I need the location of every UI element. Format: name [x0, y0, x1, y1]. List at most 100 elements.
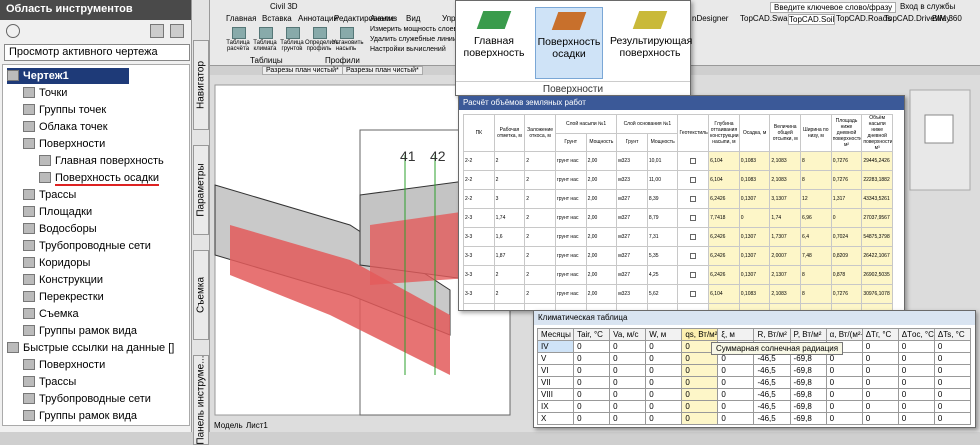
checkbox[interactable] — [690, 234, 697, 240]
table-cell: 2 — [524, 284, 556, 304]
icon[interactable] — [170, 24, 184, 38]
panel-label: Профили — [325, 56, 360, 65]
table-cell: 0,878 — [830, 265, 863, 285]
ribbon-button[interactable]: Поверхность осадки — [535, 7, 603, 79]
side-tab[interactable]: Навигатор — [193, 40, 209, 130]
table-cell: 0 — [645, 364, 683, 377]
tree-item[interactable]: Трубопроводные сети — [23, 238, 151, 254]
tree-icon — [23, 121, 35, 132]
tree-item[interactable]: Быстрые ссылки на данные [] — [7, 340, 174, 356]
table-cell: 6,2426 — [708, 189, 740, 209]
menu-tab[interactable]: Аннотации — [298, 14, 338, 23]
checkbox[interactable] — [690, 215, 697, 221]
menu-tab[interactable]: Вид — [406, 14, 421, 23]
checkbox[interactable] — [690, 253, 697, 259]
checkbox-cell — [677, 151, 710, 171]
checkbox[interactable] — [690, 291, 697, 297]
table-cell: 0 — [609, 340, 647, 353]
tree-label: Площадки — [39, 206, 93, 218]
tree-item[interactable]: Трубопроводные сети — [23, 391, 151, 407]
header-cell: qs, Вт/м² — [681, 328, 719, 341]
tree-item[interactable]: Водосборы — [23, 221, 97, 237]
table-cell: 26422,1067 — [861, 246, 893, 266]
header-cell: Мощность — [585, 132, 618, 152]
small-button[interactable]: Удалить служебные линии — [370, 36, 457, 43]
tree-item[interactable]: Чертеж1 — [7, 68, 129, 84]
table-cell: 0,1307 — [738, 189, 771, 209]
ribbon-tab[interactable]: TopCAD.Soil — [788, 14, 836, 25]
dropdown[interactable]: Просмотр активного чертежа — [4, 44, 190, 61]
signin[interactable]: Вход в службы — [900, 2, 956, 11]
tree-item[interactable]: Поверхности — [23, 357, 105, 373]
menu-tab[interactable]: Редактирование — [334, 14, 395, 23]
doc-tab[interactable]: Разрезы план чистый* — [342, 66, 423, 75]
table-cell: IX — [536, 400, 575, 413]
tree-item[interactable]: Съемка — [23, 306, 79, 322]
ribbon-tab[interactable]: TopCAD.Roads — [836, 14, 892, 23]
header-row: Месяцы Tair, °C Va, м/с W, м qs, Вт/м² ξ, м R,… — [536, 328, 972, 341]
tree-item[interactable]: Облака точек — [23, 119, 108, 135]
table-row: VIII 0 0 0 0 0 -46,5 -69,8 0 0 0 0 — [536, 388, 972, 401]
menu-tab[interactable]: Главная — [226, 14, 257, 23]
ribbon-tab[interactable]: TopCAD.Swamp — [740, 14, 799, 23]
button-icon[interactable] — [340, 27, 354, 39]
tree-item[interactable]: Группы точек — [23, 102, 106, 118]
layout-tab[interactable]: Модель — [214, 421, 243, 430]
menu-tab[interactable]: Вставка — [262, 14, 292, 23]
tree-item[interactable]: Коридоры — [23, 255, 90, 271]
small-button[interactable]: Настройки вычислений — [370, 46, 446, 53]
doc-tab[interactable]: Разрезы план чистый* — [262, 66, 343, 75]
button-icon[interactable] — [232, 27, 246, 39]
table-cell: 0 — [861, 376, 899, 389]
checkbox[interactable] — [690, 196, 697, 202]
table-row: VI 0 0 0 0 0 -46,5 -69,8 0 0 0 0 — [536, 364, 972, 377]
table-cell: 8 — [800, 265, 832, 285]
header-cell: α, Вт/(м²·°C) — [825, 328, 863, 341]
table-cell: 0 — [933, 388, 972, 401]
search[interactable]: Введите ключевое слово/фразу — [770, 2, 897, 13]
tree-item[interactable]: Точки — [23, 85, 67, 101]
layout-tab[interactable]: Лист1 — [246, 421, 268, 430]
table-cell: 2 — [493, 265, 526, 285]
window-title: Климатическая таблица — [534, 311, 975, 325]
tree-item[interactable]: Главная поверхность — [39, 153, 164, 169]
tree-item[interactable]: Поверхность осадки — [39, 170, 159, 186]
table-cell: 54875,3798 — [861, 227, 893, 247]
small-button[interactable]: Измерить мощность слоев — [370, 26, 458, 33]
ribbon-tab[interactable]: nDesigner — [692, 14, 729, 23]
tree-label: Конструкции — [39, 274, 104, 286]
tree-item[interactable]: Конструкции — [23, 272, 103, 288]
tree-item[interactable]: Трассы — [23, 187, 76, 203]
button-icon — [551, 12, 587, 30]
button-icon[interactable] — [259, 27, 273, 39]
tree-item[interactable]: Группы рамок вида — [23, 408, 137, 424]
table-cell: 2,00 — [585, 151, 618, 171]
header-cell: ΔTs, °C — [933, 328, 972, 341]
checkbox[interactable] — [690, 272, 697, 278]
button-icon[interactable] — [286, 27, 300, 39]
table-cell: 0 — [645, 340, 683, 353]
table-cell: 0 — [897, 340, 935, 353]
checkbox[interactable] — [690, 158, 697, 164]
table-cell: X — [536, 412, 575, 425]
button-icon[interactable] — [313, 27, 327, 39]
ribbon-tab[interactable]: TopCAD.DriveWay — [884, 14, 951, 23]
tree-item[interactable]: Перекрестки — [23, 289, 104, 305]
checkbox[interactable] — [690, 177, 697, 183]
ribbon-button[interactable]: Главная поверхность — [460, 7, 528, 79]
tree-item[interactable]: Группы рамок вида — [23, 323, 137, 339]
side-tab[interactable]: Съемка — [193, 250, 209, 340]
tree-item[interactable]: Поверхности — [23, 136, 105, 152]
icon[interactable] — [150, 24, 164, 38]
button-icon — [476, 11, 512, 29]
ribbon-tab[interactable]: BIM 360 — [932, 14, 962, 23]
icon[interactable] — [6, 24, 20, 38]
tree-item[interactable]: Трассы — [23, 374, 76, 390]
side-tab[interactable]: Параметры — [193, 145, 209, 235]
menu-tab[interactable]: Анализ — [370, 14, 398, 23]
table-cell: 8,79 — [646, 208, 679, 228]
tree-item[interactable]: Площадки — [23, 204, 92, 220]
ribbon-button[interactable]: Результирующая поверхность — [610, 7, 692, 79]
header-cell: Геотекстиль — [677, 114, 710, 152]
table-cell: 2,00 — [585, 208, 618, 228]
